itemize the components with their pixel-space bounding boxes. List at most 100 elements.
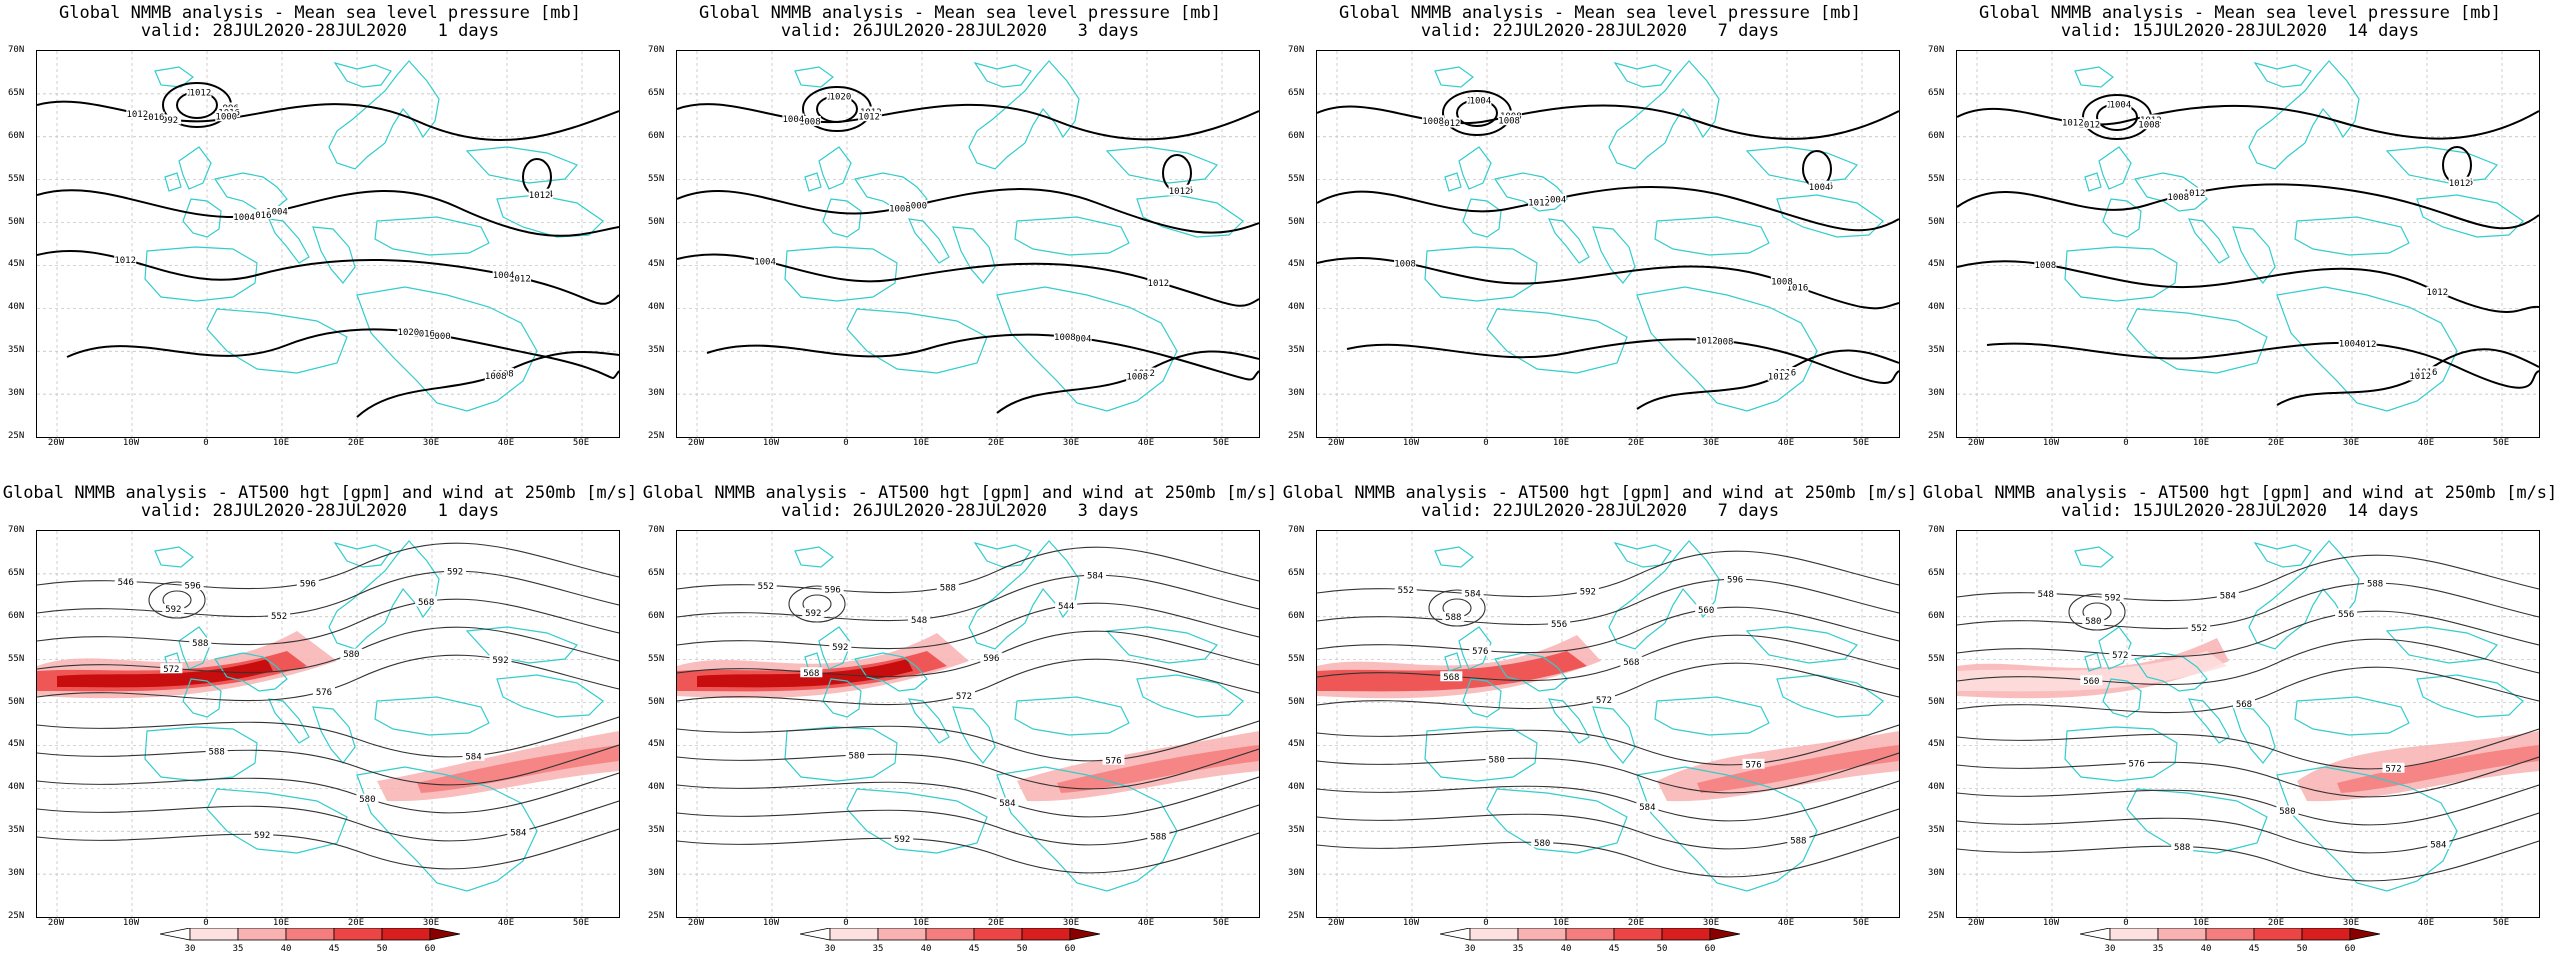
colorbar-cell [1517, 928, 1567, 941]
panel-valid-text: valid: 26JUL2020-28JUL2020 3 days [780, 501, 1140, 521]
colorbar-cell [1469, 928, 1519, 941]
panel-title-text: Global NMMB analysis - AT500 hgt [gpm] a… [1922, 483, 2558, 503]
contour-label: 1004 [1545, 195, 1567, 205]
map-svg: 1004100010041008101210161016101210121008… [677, 51, 1259, 437]
colorbar-tick: 40 [280, 944, 292, 954]
latitude-label: 55N [648, 653, 665, 664]
map-panel: Global NMMB analysis - AT500 hgt [gpm] a… [640, 480, 1280, 960]
coastline [2098, 626, 2132, 670]
contour-label-bg [980, 652, 1003, 663]
latitude-label: 65N [1288, 567, 1305, 578]
panel-title-text: Global NMMB analysis - AT500 hgt [gpm] a… [2, 483, 638, 503]
colorbar-cell [2157, 928, 2207, 941]
contour-label: 1016 [143, 113, 165, 123]
coastline [2134, 172, 2208, 212]
longitude-label: 20E [2267, 438, 2285, 448]
contour-label: 1008 [799, 117, 821, 127]
contour-label: 592 [447, 568, 463, 578]
latitude-label: 40N [8, 302, 25, 313]
longitude-label: 10W [1402, 918, 1420, 928]
panel-valid-text: valid: 28JUL2020-28JUL2020 1 days [140, 21, 500, 41]
contour-line [1957, 260, 2539, 314]
contour-label: 1008 [2167, 193, 2189, 203]
latitude-label: 25N [648, 431, 665, 441]
contour-label: 1008 [1054, 333, 1076, 343]
latitude-label: 30N [1928, 388, 1945, 399]
latitude-label: 25N [1288, 911, 1305, 921]
latitude-label: 60N [648, 130, 665, 141]
contour-label: 1012 [1696, 336, 1718, 346]
contour-label: 584 [2430, 840, 2446, 850]
contour-label: 580 [848, 752, 864, 762]
coastline [996, 766, 1178, 892]
longitude-label: 20W [1327, 918, 1345, 928]
colorbar-tick: 35 [232, 944, 244, 954]
latitude-label: 55N [8, 173, 25, 184]
panel-valid-text: valid: 15JUL2020-28JUL2020 14 days [2060, 501, 2420, 521]
panel-valid-text: valid: 22JUL2020-28JUL2020 7 days [1420, 501, 1780, 521]
coastline [968, 60, 1080, 170]
longitude-label: 20E [347, 918, 365, 928]
longitude-label: 10E [272, 438, 290, 448]
colorbar-cell [237, 928, 287, 941]
contour-label: 568 [418, 598, 434, 608]
longitude-label: 20W [1327, 438, 1345, 448]
contour-label-bg [2354, 338, 2377, 349]
panel-title-text: Global NMMB analysis - AT500 hgt [gpm] a… [1282, 483, 1918, 503]
wind-speed-shading [1317, 651, 1587, 692]
coastline [818, 626, 852, 670]
contour-label-bg [821, 584, 844, 595]
longitude-label: 30E [2342, 918, 2360, 928]
contour-line [1317, 752, 1899, 794]
coastline [1105, 146, 1219, 184]
contour-line [37, 598, 619, 646]
contour-label: 1004 [1070, 335, 1092, 345]
contour-label: 548 [911, 616, 927, 626]
contour-label: 568 [1623, 658, 1639, 668]
contour-line [677, 103, 1259, 141]
contour-label: 1012 [1169, 187, 1191, 197]
contour-label-bg [397, 326, 420, 337]
contour-label-bg [181, 580, 204, 591]
colorbar-tick: 60 [1064, 944, 1076, 954]
contour-label-bg [2409, 370, 2432, 381]
map-panel: Global NMMB analysis - AT500 hgt [gpm] a… [0, 480, 640, 960]
contour-label-bg [2171, 841, 2194, 852]
contour-label-bg [1711, 335, 1734, 346]
colorbar-cell [2301, 928, 2351, 941]
contour-label-bg [114, 254, 137, 265]
panel-title: Global NMMB analysis - Mean sea level pr… [1280, 4, 1920, 40]
contour-label: 1008 [2138, 121, 2160, 131]
contour-label-bg [1786, 281, 1809, 292]
longitude-label: 30E [1062, 918, 1080, 928]
contour-label-bg [2276, 805, 2299, 816]
longitude-label: 10E [912, 918, 930, 928]
contour-label-bg [489, 654, 512, 665]
contour-label: 584 [465, 752, 481, 762]
colorbar-cell [925, 928, 975, 941]
latitude-label: 60N [1288, 130, 1305, 141]
colorbar-cell [1069, 928, 1101, 941]
latitude-label: 45N [1288, 739, 1305, 750]
latitude-label: 45N [1928, 739, 1945, 750]
contour-label: 588 [1150, 832, 1166, 842]
colorbar-cell [381, 928, 431, 941]
colorbar-cell [800, 928, 831, 941]
coastline [1462, 198, 1502, 238]
coastline [1424, 726, 1538, 782]
contour-line [1957, 582, 2539, 630]
contour-label-bg [1695, 334, 1718, 345]
coastline [268, 218, 310, 264]
latitude-label: 60N [1288, 610, 1305, 621]
contour-line [1428, 589, 1486, 627]
latitude-label: 35N [1288, 825, 1305, 836]
map-svg: 546 552 568 572 576 584 588 580 584 592 596 592 596 5… [37, 531, 619, 917]
latitude-label: 35N [8, 825, 25, 836]
contour-label: 1016 [1787, 283, 1809, 293]
contour-label: 572 [2385, 764, 2401, 774]
coastline [2084, 172, 2102, 192]
contour-label: 1008 [1126, 372, 1148, 382]
colorbar-tick: 50 [2296, 944, 2308, 954]
map-area: 552 548 544 568 572 576 580 584 588 592 596 592 588 5… [676, 530, 1260, 918]
contour-label: 588 [2174, 843, 2190, 853]
